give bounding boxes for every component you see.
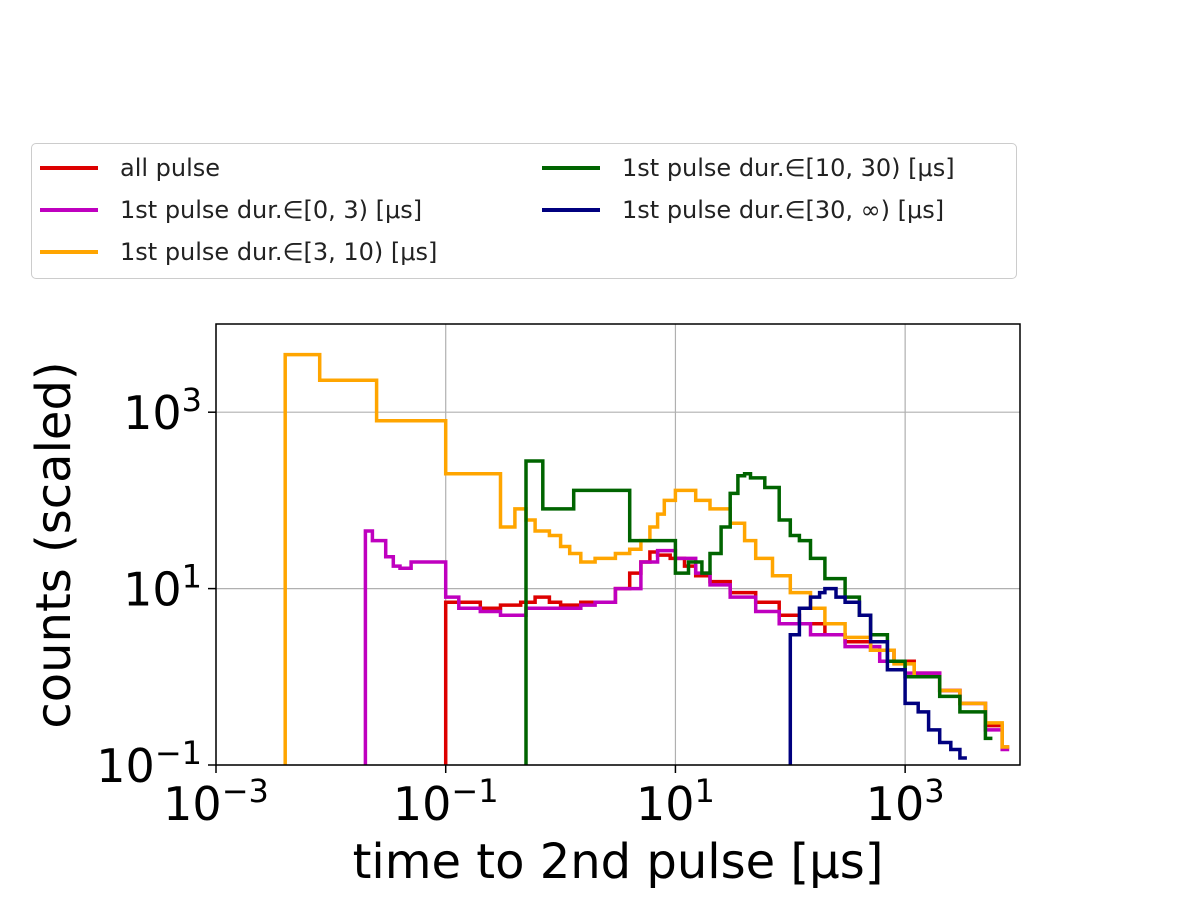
x-tick-label: 10−1 xyxy=(393,772,499,831)
plot-frame xyxy=(215,323,1021,766)
x-tick-label: 103 xyxy=(866,772,945,831)
x-tick-label: 101 xyxy=(636,772,715,831)
legend-item-dur-30-inf: 1st pulse dur.∈[30, ∞) [μs] xyxy=(542,195,944,225)
legend-swatch-dur-10-30 xyxy=(542,166,600,170)
legend-label-dur-3-10: 1st pulse dur.∈[3, 10) [μs] xyxy=(120,238,438,266)
x-axis-label: time to 2nd pulse [μs] xyxy=(353,834,884,890)
legend-item-dur-10-30: 1st pulse dur.∈[10, 30) [μs] xyxy=(542,153,955,183)
x-tick-label: 10−3 xyxy=(163,772,269,831)
series-line-4 xyxy=(788,586,967,765)
legend-item-all-pulse: all pulse xyxy=(40,153,220,183)
y-tick-label: 10−1 xyxy=(96,734,202,793)
legend-swatch-dur-0-3 xyxy=(40,208,98,212)
legend-label-dur-10-30: 1st pulse dur.∈[10, 30) [μs] xyxy=(622,154,955,182)
legend-swatch-dur-3-10 xyxy=(40,250,98,254)
y-tick-label: 103 xyxy=(123,381,202,440)
legend-item-dur-3-10: 1st pulse dur.∈[3, 10) [μs] xyxy=(40,237,437,267)
legend-item-dur-0-3: 1st pulse dur.∈[0, 3) [μs] xyxy=(40,195,422,225)
legend-label-dur-30-inf: 1st pulse dur.∈[30, ∞) [μs] xyxy=(622,196,945,224)
legend-label-dur-0-3: 1st pulse dur.∈[0, 3) [μs] xyxy=(120,196,423,224)
legend-label-all-pulse: all pulse xyxy=(120,154,221,182)
legend-swatch-all-pulse xyxy=(40,166,98,170)
y-tick-label: 101 xyxy=(123,558,202,617)
series-layer xyxy=(283,352,1010,765)
grid-lines xyxy=(215,324,1020,766)
y-axis-label: counts (scaled) xyxy=(26,361,82,728)
legend: all pulse 1st pulse dur.∈[0, 3) [μs] 1st… xyxy=(31,143,1017,279)
legend-swatch-dur-30-inf xyxy=(542,208,600,212)
